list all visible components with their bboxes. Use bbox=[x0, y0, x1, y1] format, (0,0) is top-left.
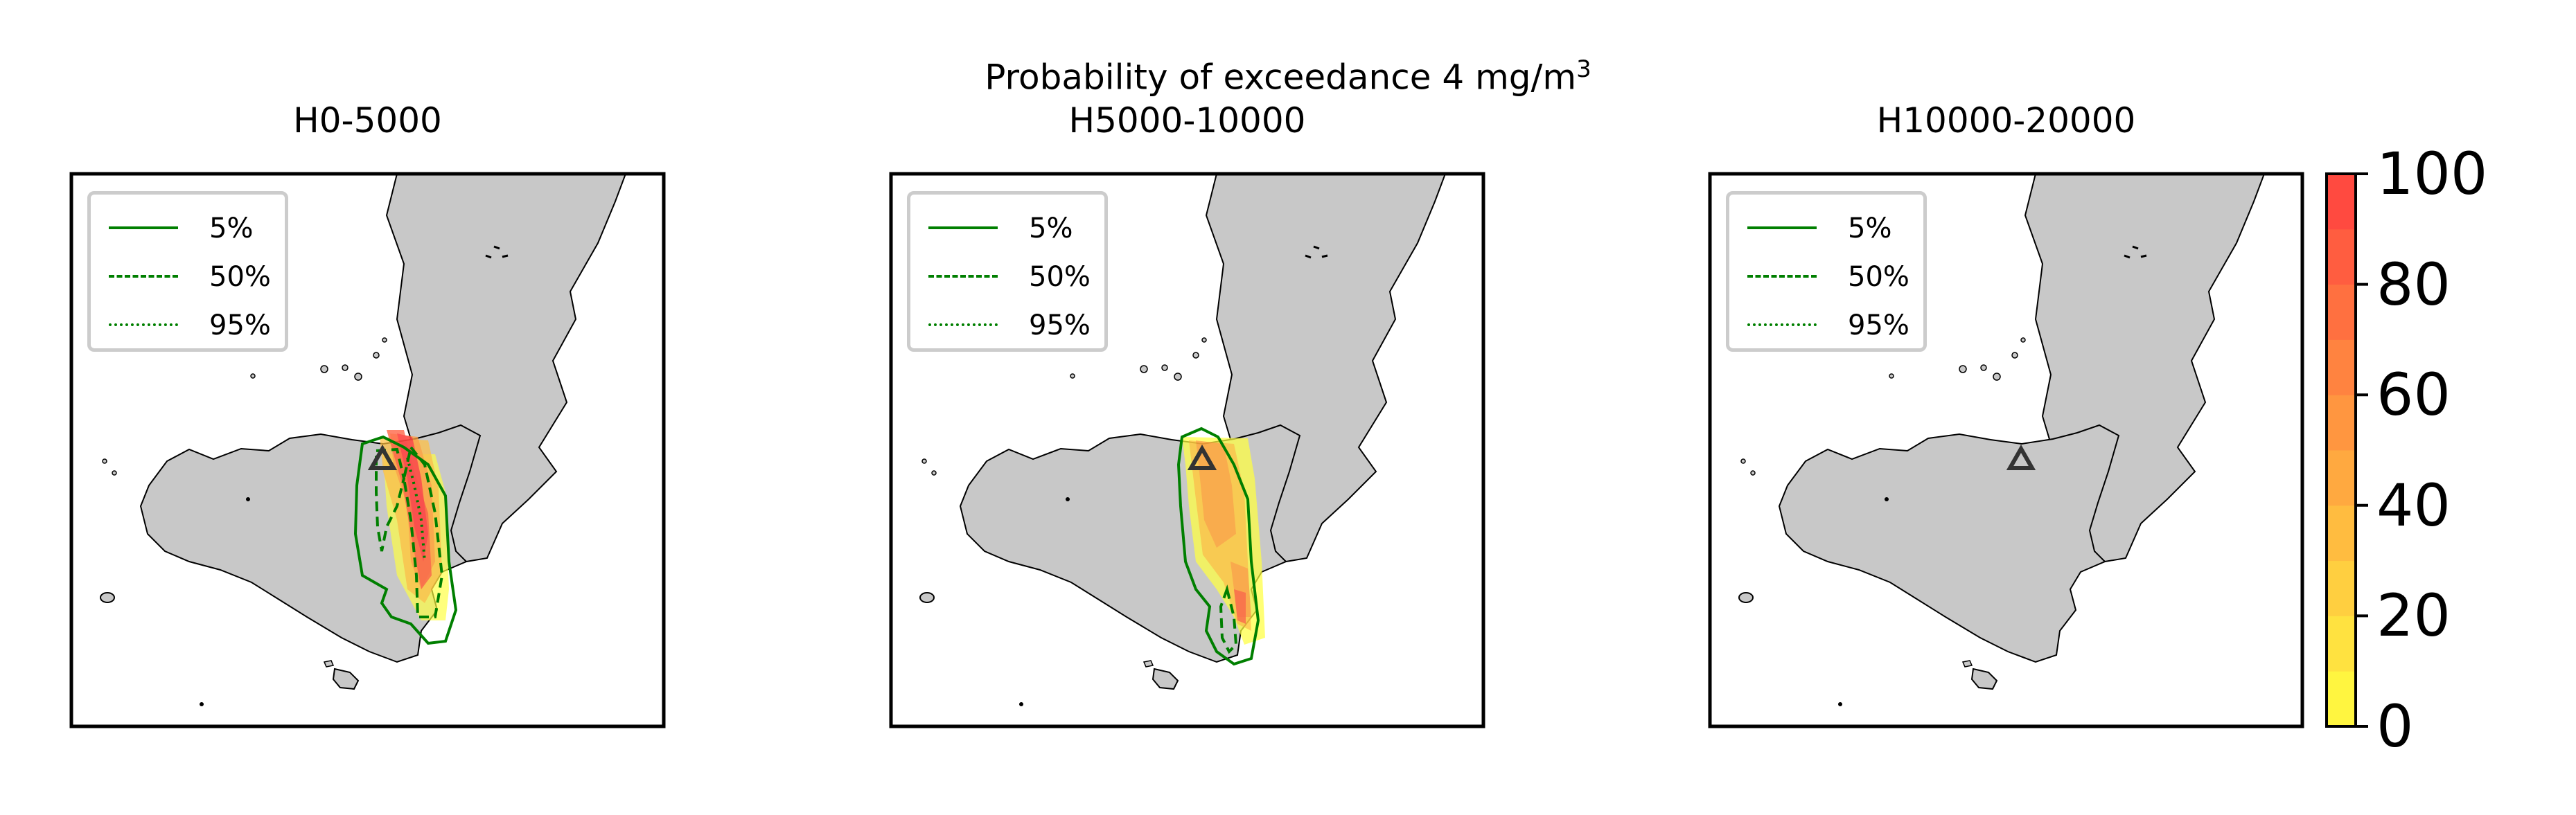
colorbar-tick-label: 0 bbox=[2376, 692, 2414, 760]
colorbar-tick-label: 60 bbox=[2376, 361, 2451, 429]
legend-item-95: 95% bbox=[109, 308, 282, 343]
panel-1-contour-50-b bbox=[402, 444, 444, 618]
panel-title-3: H10000-20000 bbox=[1876, 100, 2136, 141]
legend-label: 95% bbox=[209, 310, 271, 341]
panel-2-contour-5 bbox=[1176, 427, 1260, 666]
colorbar-segment bbox=[2327, 505, 2356, 562]
panel-title-1: H0-5000 bbox=[293, 100, 442, 141]
legend-dashed-line bbox=[109, 275, 178, 278]
legend-dotted-line bbox=[928, 323, 998, 326]
colorbar-segment bbox=[2327, 671, 2356, 727]
legend-label: 50% bbox=[1029, 261, 1091, 293]
panel-1-contour-50-a bbox=[375, 447, 406, 552]
legend-solid-line bbox=[928, 226, 998, 229]
legend-label: 50% bbox=[209, 261, 271, 293]
legend-item-95: 95% bbox=[928, 308, 1102, 343]
colorbar-segment bbox=[2327, 174, 2356, 230]
colorbar-segment bbox=[2327, 284, 2356, 340]
panel-2-legend: 5% 50% 95% bbox=[907, 191, 1108, 352]
colorbar-frame bbox=[2325, 172, 2357, 728]
legend-item-5: 5% bbox=[928, 211, 1102, 246]
suptitle-text: Probability of exceedance 4 mg/m bbox=[985, 57, 1577, 98]
panel-1-vent-icon bbox=[367, 444, 398, 470]
legend-label: 95% bbox=[1848, 310, 1909, 341]
legend-dashed-line bbox=[1747, 275, 1817, 278]
panel-2-vent-icon bbox=[1187, 444, 1217, 470]
legend-solid-line bbox=[109, 226, 178, 229]
colorbar-tick-label: 40 bbox=[2376, 471, 2451, 539]
panel-1-contour-95 bbox=[406, 457, 426, 562]
panel-3-legend: 5% 50% 95% bbox=[1726, 191, 1927, 352]
colorbar bbox=[2325, 172, 2368, 728]
panel-1-contour-5 bbox=[353, 435, 458, 645]
colorbar-segment bbox=[2327, 450, 2356, 506]
colorbar-segment bbox=[2327, 229, 2356, 285]
panel-title-2: H5000-10000 bbox=[1068, 100, 1306, 141]
panel-3-vent-icon bbox=[2006, 444, 2036, 470]
legend-dotted-line bbox=[1747, 323, 1817, 326]
colorbar-segment bbox=[2327, 339, 2356, 395]
colorbar-segment bbox=[2327, 616, 2356, 672]
panel-1-legend: 5% 50% 95% bbox=[87, 191, 288, 352]
legend-item-50: 50% bbox=[928, 260, 1102, 294]
colorbar-tick-label: 80 bbox=[2376, 250, 2451, 319]
legend-label: 5% bbox=[1848, 213, 1892, 244]
colorbar-segment bbox=[2327, 560, 2356, 616]
legend-label: 5% bbox=[1029, 213, 1073, 244]
colorbar-segment bbox=[2327, 395, 2356, 451]
suptitle-superscript: 3 bbox=[1576, 55, 1591, 83]
panel-2-heatmap bbox=[1182, 437, 1265, 645]
legend-solid-line bbox=[1747, 226, 1817, 229]
panel-2-contour-50 bbox=[1219, 584, 1238, 654]
legend-label: 5% bbox=[209, 213, 254, 244]
legend-dotted-line bbox=[109, 323, 178, 326]
legend-label: 50% bbox=[1848, 261, 1909, 293]
legend-item-5: 5% bbox=[1747, 211, 1921, 246]
colorbar-tick-label: 20 bbox=[2376, 582, 2451, 650]
figure-suptitle: Probability of exceedance 4 mg/m3 bbox=[0, 46, 2576, 101]
legend-item-95: 95% bbox=[1747, 308, 1921, 343]
legend-item-50: 50% bbox=[109, 260, 282, 294]
legend-item-50: 50% bbox=[1747, 260, 1921, 294]
colorbar-tick-label: 100 bbox=[2376, 140, 2488, 208]
legend-label: 95% bbox=[1029, 310, 1091, 341]
legend-dashed-line bbox=[928, 275, 998, 278]
legend-item-5: 5% bbox=[109, 211, 282, 246]
